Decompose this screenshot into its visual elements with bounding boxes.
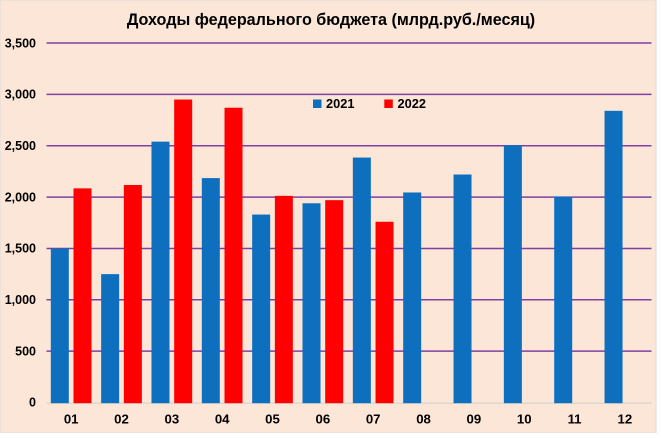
- svg-text:12: 12: [618, 412, 633, 427]
- svg-text:1,000: 1,000: [5, 293, 36, 307]
- svg-text:500: 500: [15, 344, 36, 358]
- svg-text:03: 03: [164, 412, 179, 427]
- svg-text:2021: 2021: [326, 96, 354, 111]
- svg-text:09: 09: [467, 412, 482, 427]
- svg-text:1,500: 1,500: [5, 242, 36, 256]
- svg-text:04: 04: [215, 412, 230, 427]
- svg-text:2022: 2022: [398, 96, 426, 111]
- svg-text:05: 05: [265, 412, 280, 427]
- svg-text:3,000: 3,000: [5, 88, 36, 102]
- svg-text:08: 08: [416, 412, 431, 427]
- svg-text:02: 02: [114, 412, 129, 427]
- svg-text:3,500: 3,500: [5, 36, 36, 50]
- svg-text:06: 06: [316, 412, 331, 427]
- svg-text:0: 0: [29, 396, 36, 410]
- svg-text:07: 07: [366, 412, 381, 427]
- svg-text:Доходы федерального бюджета (м: Доходы федерального бюджета (млрд.руб./м…: [127, 11, 535, 29]
- svg-text:2,500: 2,500: [5, 139, 36, 153]
- svg-text:01: 01: [64, 412, 79, 427]
- svg-text:2,000: 2,000: [5, 190, 36, 204]
- svg-text:10: 10: [517, 412, 532, 427]
- svg-text:11: 11: [568, 412, 582, 427]
